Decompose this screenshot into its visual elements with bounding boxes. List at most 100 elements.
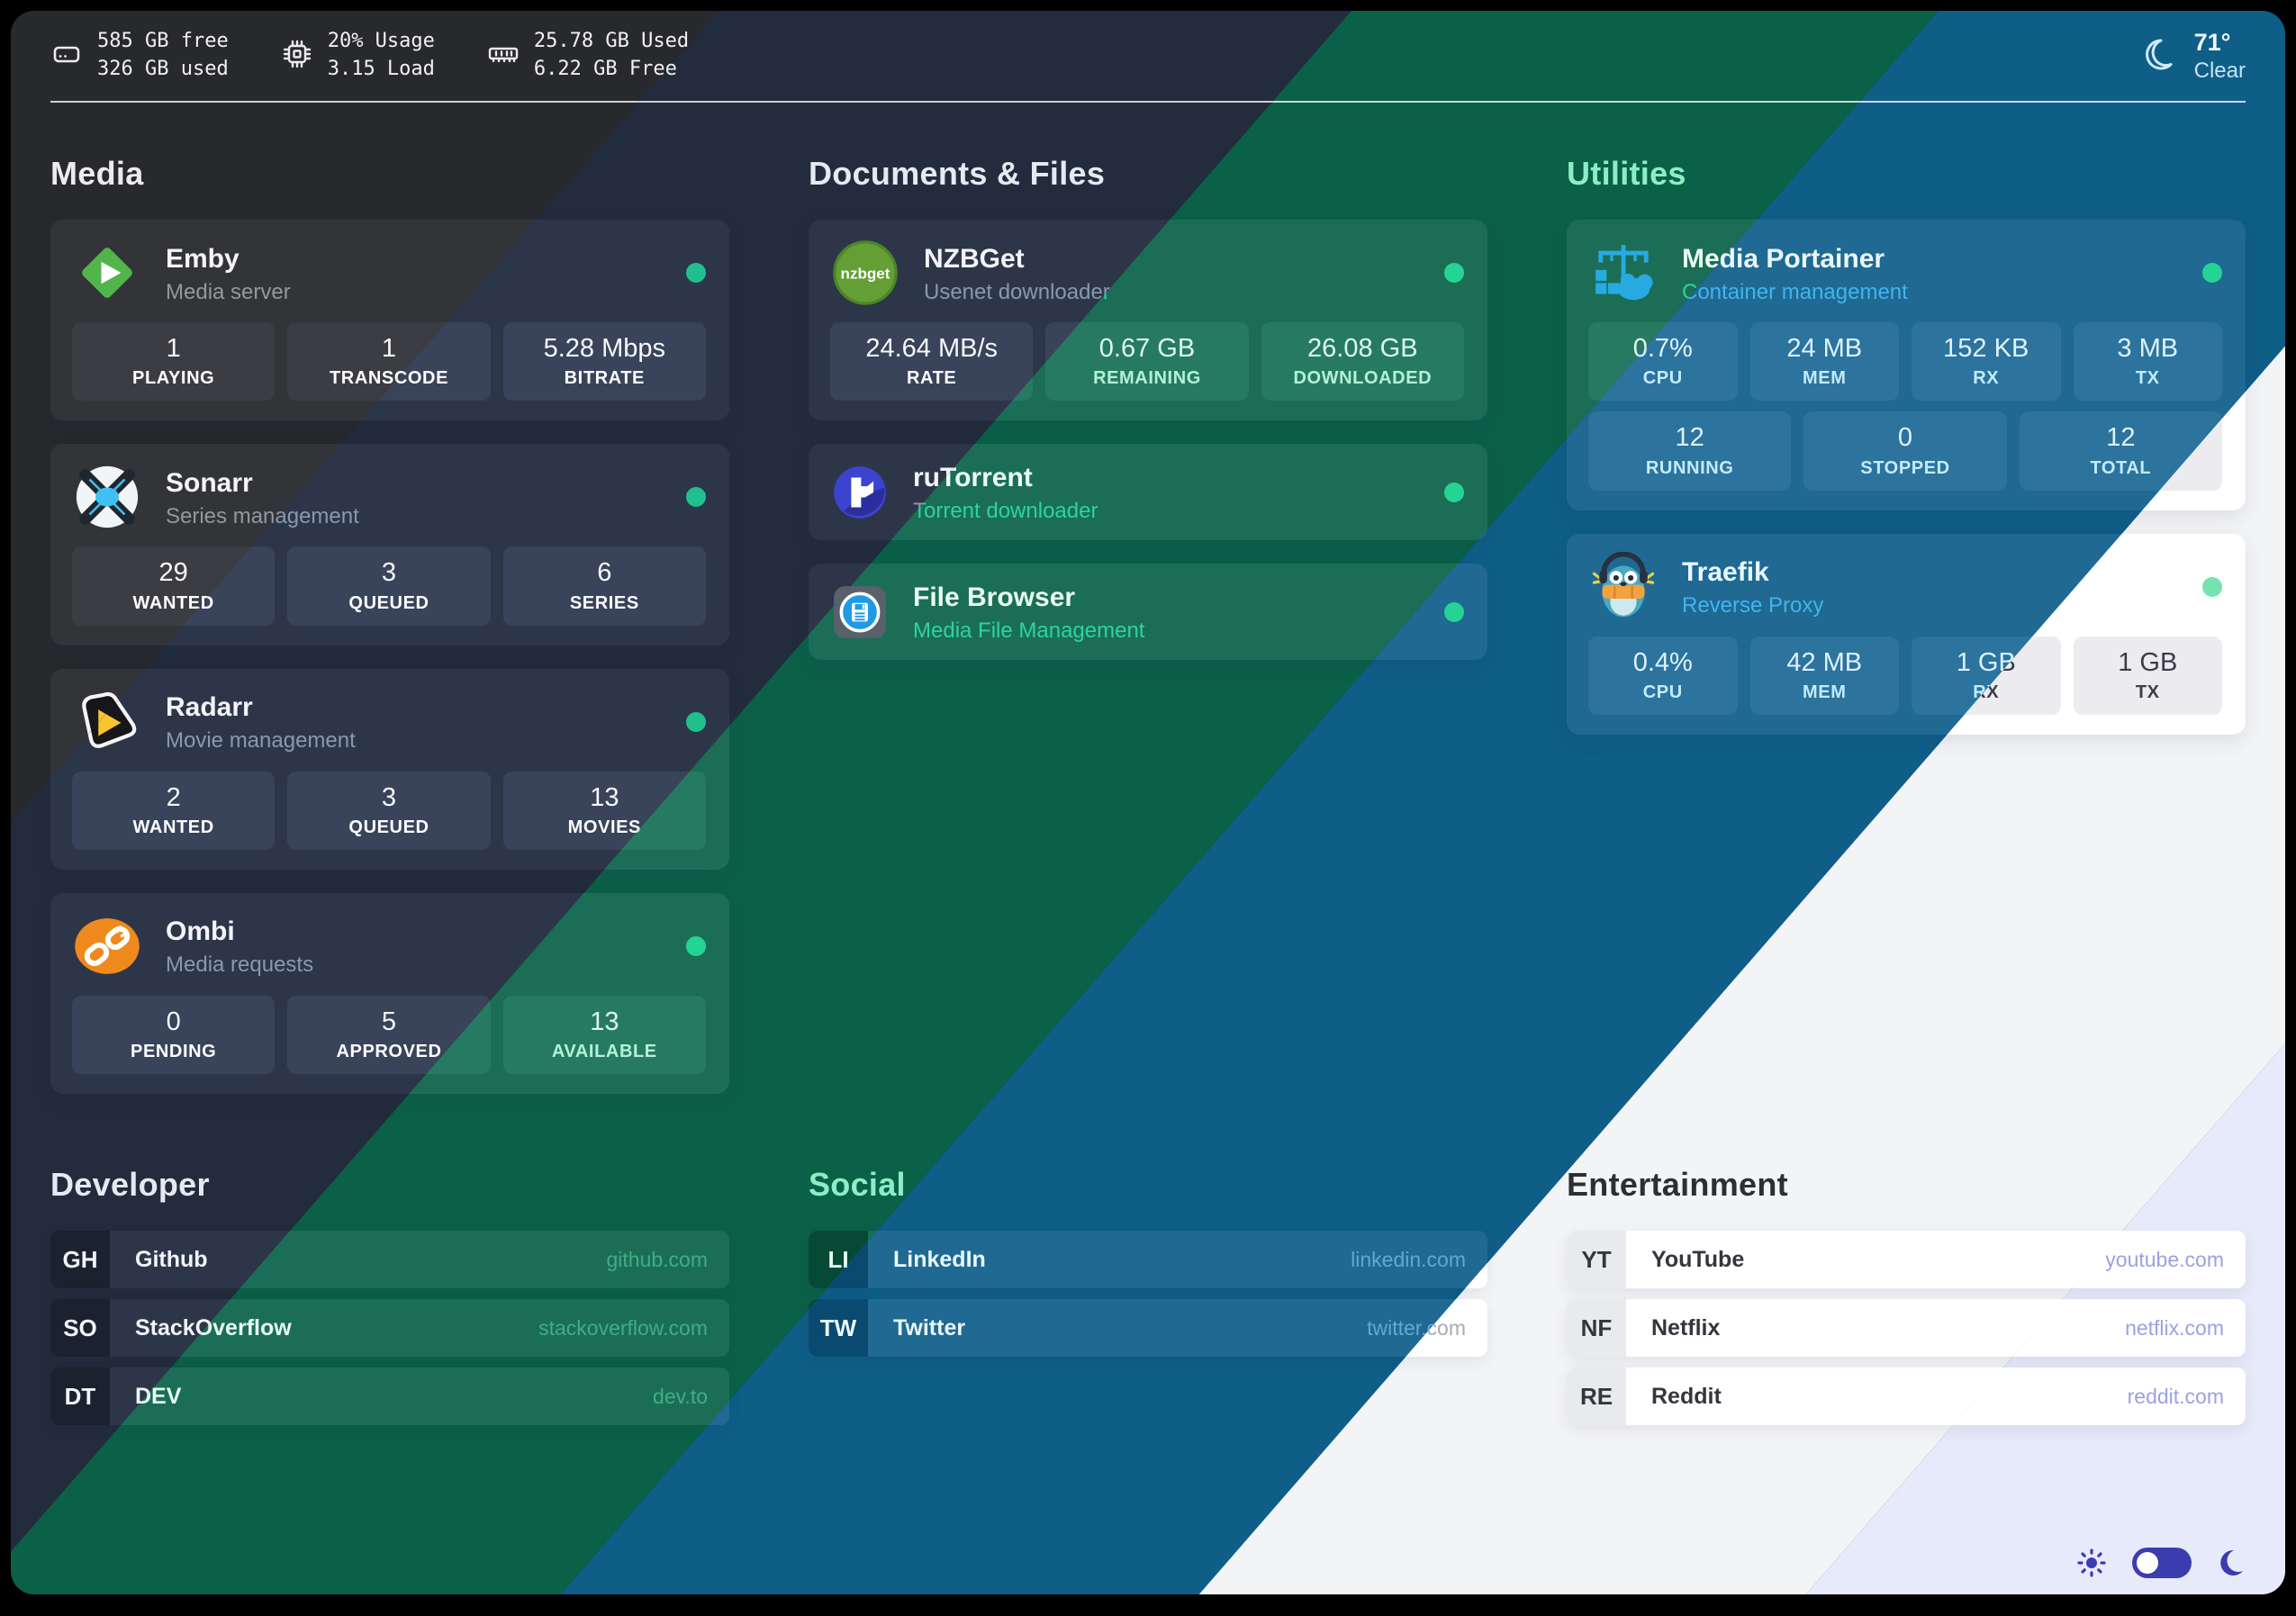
status-dot: [2202, 576, 2222, 597]
bookmark-name: LinkedIn: [893, 1246, 986, 1272]
weather-widget: 71° Clear: [2137, 28, 2246, 84]
app-name: Traefik: [1682, 557, 1769, 587]
bookmark-abbr: SO: [50, 1299, 110, 1357]
bookmark-url: netflix.com: [2125, 1315, 2224, 1340]
ombi-icon: [72, 911, 142, 981]
app-subtitle: Reverse Proxy: [1682, 593, 1824, 618]
cpu-load: 3.15 Load: [327, 58, 435, 80]
stat-box: 152 KB RX: [1912, 322, 2061, 402]
section-title-utilities: Utilities: [1567, 155, 1686, 192]
bookmark-name: YouTube: [1651, 1246, 1745, 1272]
filebrowser-icon: [830, 582, 890, 642]
theme-toggle[interactable]: [2132, 1548, 2192, 1578]
chip-icon: [281, 38, 313, 75]
stat-box: 13 AVAILABLE: [502, 995, 706, 1074]
status-dot: [686, 487, 706, 508]
bookmark-name: Twitter: [893, 1314, 966, 1341]
cpu-usage-widget: 20% Usage 3.15 Load: [281, 28, 435, 84]
status-dot: [2202, 263, 2222, 283]
app-name: Sonarr: [166, 467, 253, 498]
stat-box: 1 PLAYING: [72, 322, 276, 402]
system-status-bar: 585 GB free 326 GB used 20% Usage: [50, 11, 718, 103]
stat-box: 42 MB MEM: [1749, 636, 1899, 715]
bookmark-abbr: TW: [809, 1299, 868, 1357]
disk-icon: [50, 38, 83, 75]
stat-box: 12 RUNNING: [1588, 411, 1792, 491]
section-title-developer: Developer: [50, 1166, 210, 1203]
traefik-icon: [1588, 551, 1659, 622]
status-dot: [1444, 263, 1464, 283]
status-dot: [1444, 601, 1464, 622]
sonarr-icon: [72, 462, 142, 532]
stat-box: 6 SERIES: [502, 546, 706, 626]
app-subtitle: Torrent downloader: [913, 499, 1098, 524]
bookmark-linkedin[interactable]: LI LinkedIn linkedin.com: [809, 1231, 1487, 1288]
stat-box: 26.08 GB DOWNLOADED: [1261, 322, 1464, 402]
bookmark-url: stackoverflow.com: [538, 1315, 708, 1340]
section-title-media: Media: [50, 155, 144, 192]
bookmark-name: Netflix: [1651, 1314, 1721, 1341]
weather-condition: Clear: [2193, 58, 2246, 83]
status-dot: [686, 935, 706, 956]
bookmark-abbr: NF: [1567, 1299, 1626, 1357]
app-name: Ombi: [166, 916, 235, 947]
dashboard: 585 GB free 326 GB used 20% Usage: [11, 11, 2285, 1594]
bookmark-twitter[interactable]: TW Twitter twitter.com: [809, 1299, 1487, 1357]
stat-box: 2 WANTED: [72, 771, 276, 850]
moon-icon: [2137, 33, 2178, 79]
disk-usage-widget: 585 GB free 326 GB used: [50, 28, 229, 84]
memory-free: 6.22 GB Free: [533, 58, 677, 80]
memory-usage-widget: 25.78 GB Used 6.22 GB Free: [487, 28, 689, 84]
bookmark-url: github.com: [606, 1247, 708, 1271]
stat-box: 5.28 Mbps BITRATE: [502, 322, 706, 402]
stat-box: 0 PENDING: [72, 995, 276, 1074]
app-name: NZBGet: [924, 243, 1025, 274]
bookmark-abbr: DT: [50, 1368, 110, 1425]
app-subtitle: Media File Management: [913, 618, 1145, 644]
app-subtitle: Movie management: [166, 728, 356, 753]
moon-icon[interactable]: [2215, 1548, 2246, 1578]
bookmark-url: reddit.com: [2127, 1384, 2224, 1408]
memory-icon: [487, 38, 520, 75]
stat-box: 24.64 MB/s RATE: [830, 322, 1034, 402]
bookmark-abbr: YT: [1567, 1231, 1626, 1288]
weather-temperature: 71°: [2193, 29, 2231, 57]
stat-box: 3 MB TX: [2073, 322, 2222, 402]
bookmark-abbr: RE: [1567, 1368, 1626, 1425]
emby-icon: [72, 238, 142, 308]
app-subtitle: Container management: [1682, 279, 1908, 304]
stat-box: 0.67 GB REMAINING: [1045, 322, 1249, 402]
app-name: Radarr: [166, 692, 253, 722]
status-dot: [686, 263, 706, 283]
section-title-entertainment: Entertainment: [1567, 1166, 1788, 1203]
bookmark-name: Github: [135, 1246, 208, 1272]
bookmark-name: Reddit: [1651, 1383, 1722, 1409]
nzbget-icon: nzbget: [830, 238, 900, 308]
bookmark-abbr: GH: [50, 1231, 110, 1288]
svg-text:nzbget: nzbget: [841, 266, 890, 283]
stat-box: 12 TOTAL: [2019, 411, 2222, 491]
bookmark-url: dev.to: [653, 1384, 708, 1408]
disk-free: 585 GB free: [97, 30, 229, 53]
stat-box: 13 MOVIES: [502, 771, 706, 850]
status-dot: [1444, 482, 1464, 502]
stat-box: 24 MB MEM: [1749, 322, 1899, 402]
app-card-filebrowser[interactable]: File Browser Media File Management: [809, 564, 1487, 661]
stat-box: 0 STOPPED: [1803, 411, 2007, 491]
stat-box: 3 QUEUED: [287, 546, 491, 626]
cpu-usage: 20% Usage: [327, 30, 435, 53]
disk-used: 326 GB used: [97, 58, 229, 80]
section-title-documents: Documents & Files: [809, 155, 1106, 192]
app-name: Emby: [166, 243, 240, 274]
sun-icon[interactable]: [2075, 1546, 2109, 1580]
app-card-radarr[interactable]: Radarr Movie management 2 WANTED 3: [50, 668, 729, 870]
portainer-icon: [1588, 238, 1659, 308]
rutorrent-icon: [830, 463, 890, 522]
app-subtitle: Media requests: [166, 952, 314, 978]
app-name: File Browser: [913, 582, 1076, 613]
stat-box: 3 QUEUED: [287, 771, 491, 850]
bookmark-url: linkedin.com: [1351, 1247, 1466, 1271]
bookmark-url: youtube.com: [2105, 1247, 2224, 1271]
stat-box: 1 GB TX: [2073, 636, 2222, 715]
app-subtitle: Media server: [166, 279, 291, 304]
